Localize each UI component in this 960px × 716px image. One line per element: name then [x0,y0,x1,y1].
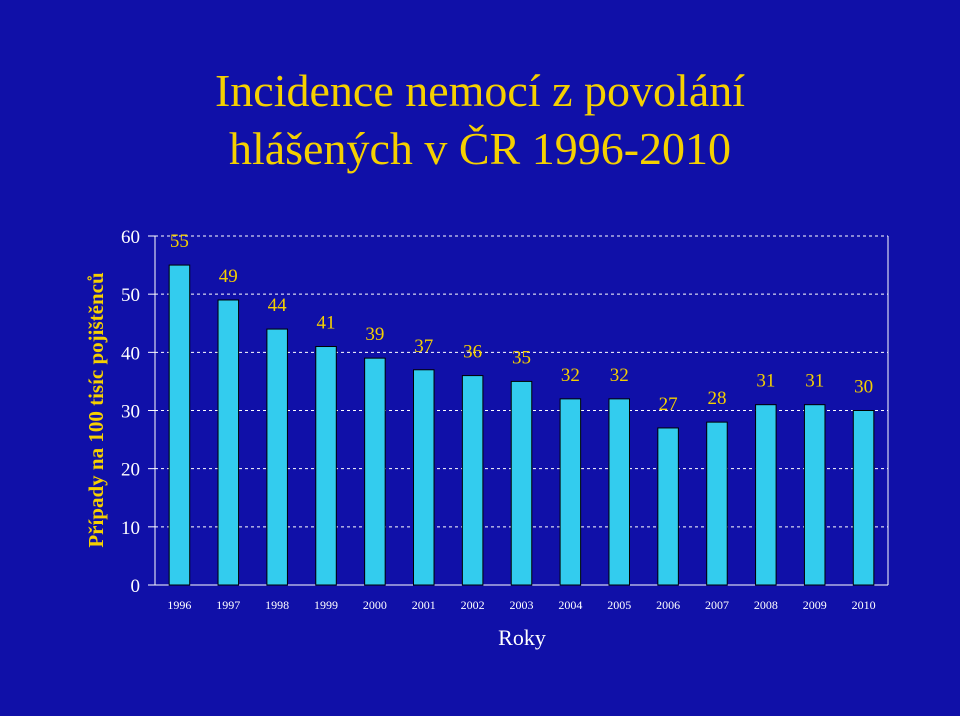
bar-1999 [315,346,337,586]
data-labels: 55 49 44 41 39 37 36 35 32 32 27 28 31 31 30 [170,231,873,415]
bar-2003 [510,380,533,586]
y-tick-label: 40 [121,343,140,364]
data-label-2000: 39 [365,324,384,345]
data-label-2009: 31 [805,371,824,392]
data-label-2007: 28 [707,388,726,409]
data-label-2004: 32 [561,365,580,386]
bar-1996 [168,264,191,586]
x-tick-label-2005: 2005 [607,598,631,612]
bars [168,264,875,586]
data-label-2005: 32 [610,365,629,386]
bar-2009 [803,404,826,586]
y-tick-label: 20 [121,460,140,481]
bar-2007 [706,421,728,586]
y-tick-label: 0 [131,576,141,597]
x-tick-label-1998: 1998 [265,598,289,612]
x-tick-label-1997: 1997 [216,598,240,612]
bar-2004 [559,398,582,586]
x-axis-label: Roky [498,625,546,650]
data-label-1998: 44 [268,295,288,316]
y-tick-label: 50 [121,285,140,306]
x-tick-label-2007: 2007 [705,598,729,612]
bar-2002 [461,375,484,586]
x-tick-label-2006: 2006 [656,598,680,612]
y-tick-label: 10 [121,518,140,539]
x-tick-label-2004: 2004 [558,598,582,612]
x-tick-label-2003: 2003 [510,598,534,612]
bar-2006 [657,427,679,586]
chart-title: Incidence nemocí z povolání hlášených v … [0,62,960,178]
x-tick-label-1996: 1996 [167,598,191,612]
bar-2001 [413,369,435,586]
bar-2010 [852,410,875,586]
x-tick-label-2008: 2008 [754,598,778,612]
x-tick-label-2009: 2009 [803,598,827,612]
data-label-1999: 41 [317,313,336,334]
x-tick-label-2002: 2002 [461,598,485,612]
chart-title-line2: hlášených v ČR 1996-2010 [228,123,732,174]
bar-1998 [266,328,288,586]
x-tick-label-2010: 2010 [852,598,876,612]
y-axis-label: Případy na 100 tisíc pojištěnců [84,272,108,548]
data-label-1997: 49 [219,266,238,287]
chart-title-line1: Incidence nemocí z povolání [214,65,746,116]
data-label-2010: 30 [854,377,873,398]
data-label-2008: 31 [756,371,775,392]
x-tick-label-2000: 2000 [363,598,387,612]
bar-1997 [217,299,240,586]
data-label-2002: 36 [463,342,482,363]
bar-2005 [608,398,630,586]
y-tick-label: 30 [121,402,140,423]
x-tick-label-1999: 1999 [314,598,338,612]
data-label-1996: 55 [170,231,189,252]
y-tick-label: 60 [121,227,140,248]
data-label-2003: 35 [512,347,531,368]
data-label-2001: 37 [414,336,433,357]
bar-2008 [755,404,777,586]
data-label-2006: 27 [659,394,678,415]
bar-2000 [364,357,386,586]
x-tick-label-2001: 2001 [412,598,436,612]
